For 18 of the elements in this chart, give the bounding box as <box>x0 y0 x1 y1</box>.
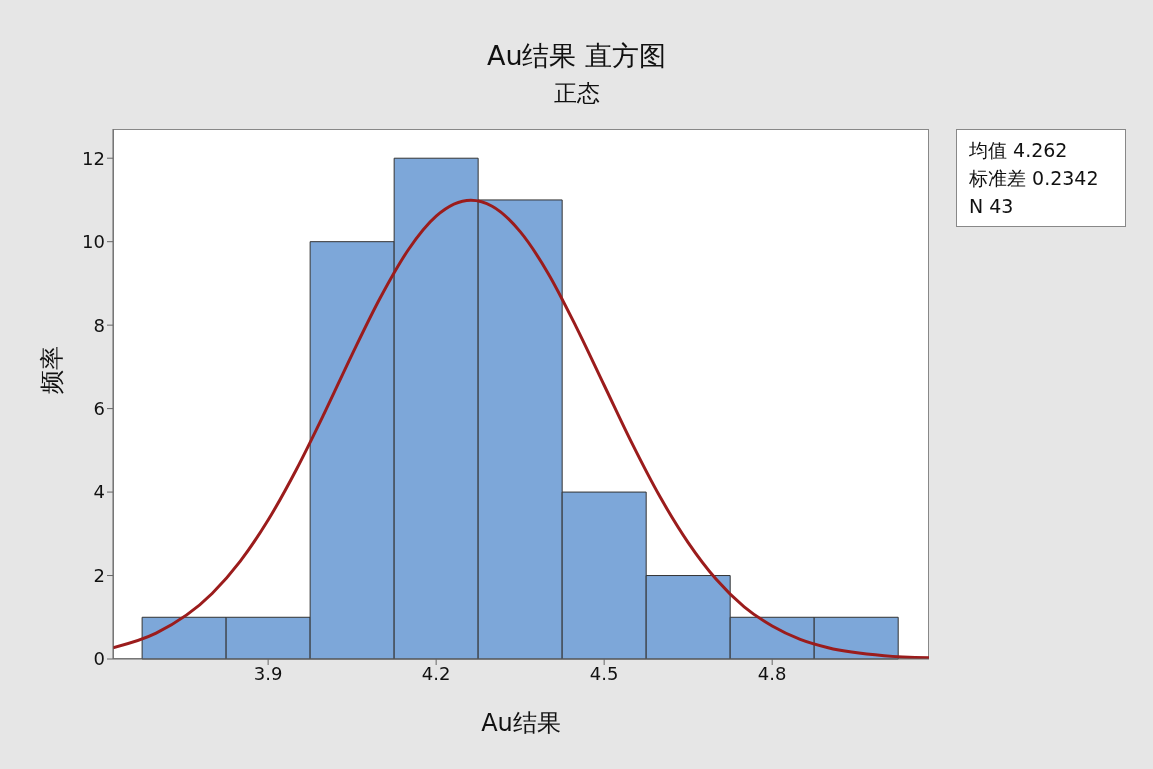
y-axis-title: 频率 <box>37 346 66 394</box>
text: N 43 <box>969 194 1015 219</box>
x-tick-label: 4.5 <box>589 662 619 684</box>
text: 标准差 0.2342 <box>969 166 1100 191</box>
y-tick-label: 0 <box>93 648 105 670</box>
x-tick-label: 4.2 <box>421 662 451 684</box>
x-axis-title: Au结果 <box>481 709 561 737</box>
text: 均值 4.262 <box>969 138 1069 163</box>
y-tick-label: 2 <box>93 564 105 586</box>
chart-subtitle: 正态 <box>552 79 601 108</box>
y-tick-label: 10 <box>82 231 105 253</box>
y-tick-label: 4 <box>93 481 105 503</box>
y-tick-label: 6 <box>93 398 105 419</box>
x-tick-label: 4.8 <box>757 662 787 684</box>
chart-title: Au结果 直方图 <box>485 39 668 73</box>
y-tick-label: 8 <box>93 314 105 336</box>
y-tick-label: 12 <box>82 147 105 169</box>
x-tick-label: 3.9 <box>253 662 283 684</box>
